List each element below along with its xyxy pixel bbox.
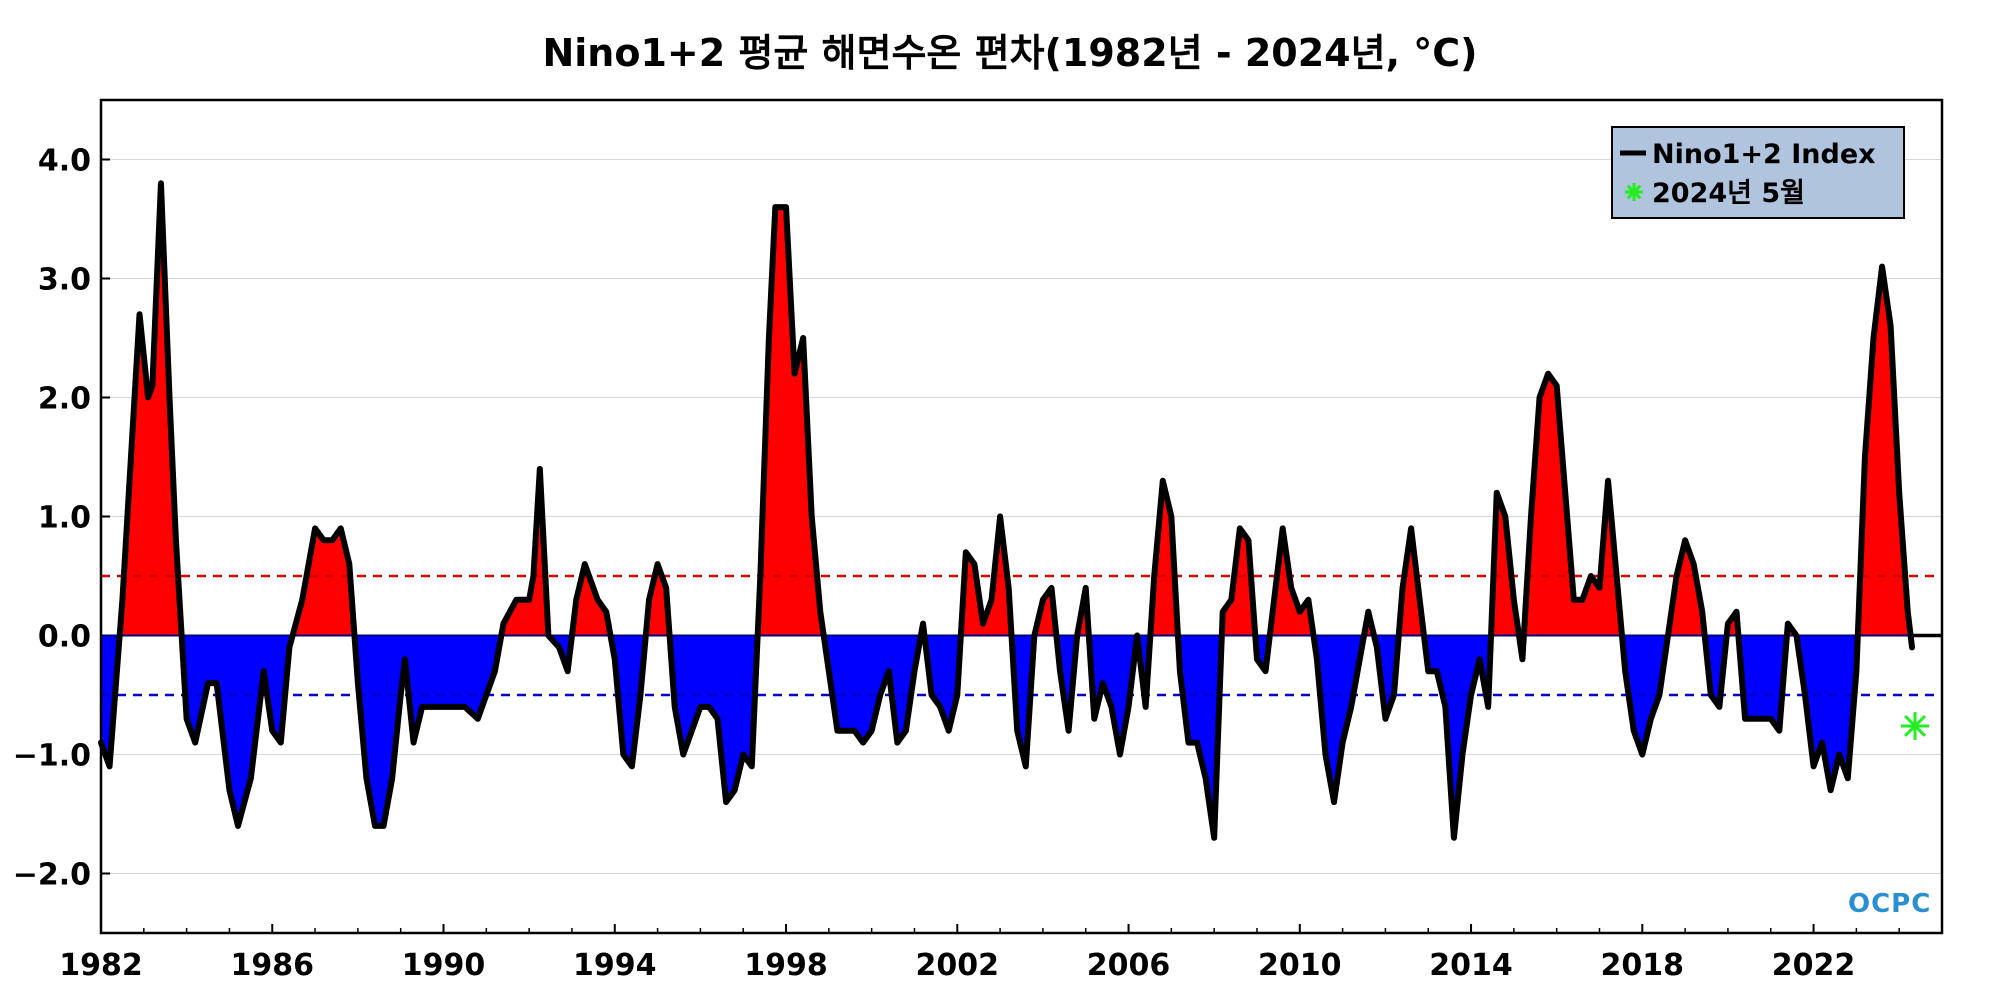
x-tick-label-3: 1994	[573, 948, 657, 983]
y-tick-label-6: −2.0	[13, 858, 91, 893]
ocpc-logo: OCPC	[1848, 889, 1931, 919]
legend-entry-index: Nino1+2 Index	[1652, 139, 1876, 170]
x-tick-label-6: 2006	[1087, 948, 1171, 983]
highlight-star-icon	[1901, 711, 1930, 740]
y-tick-label-1: 3.0	[38, 263, 91, 298]
legend-star-glyph-stroke	[1626, 184, 1642, 200]
plot-area: 4.0 3.0 2.0 1.0 0.0 −1.0 −2.0 1982 1986 1990 1994 1…	[13, 98, 1944, 983]
highlight-star-icon-stroke	[1904, 714, 1926, 737]
legend-star-icon	[1625, 183, 1643, 201]
legend: Nino1+2 Index 2024년 5월	[1611, 126, 1905, 219]
x-tick-label-10: 2022	[1772, 948, 1856, 983]
chart-title: Nino1+2 평균 해면수온 편차(1982년 - 2024년, °C)	[542, 31, 1477, 75]
x-tick-label-5: 2002	[916, 948, 1000, 983]
y-tick-label-3: 1.0	[38, 501, 91, 536]
x-tick-label-4: 1998	[744, 948, 828, 983]
x-tick-label-8: 2014	[1429, 948, 1513, 983]
x-tick-label-2: 1990	[402, 948, 486, 983]
y-tick-label-0: 4.0	[38, 144, 91, 179]
nino-index-line	[98, 180, 1916, 841]
plot-frame	[99, 98, 1944, 935]
legend-entry-2024-may: 2024년 5월	[1652, 178, 1805, 209]
legend-star-glyph	[1625, 183, 1643, 201]
x-tick-label-0: 1982	[59, 948, 143, 983]
y-tick-label-4: 0.0	[38, 620, 91, 655]
positive-anomaly-area	[101, 183, 1913, 636]
y-tick-label-2: 2.0	[38, 382, 91, 417]
negative-anomaly-area	[101, 635, 1913, 838]
y-tick-label-5: −1.0	[13, 739, 91, 774]
x-tick-label-1: 1986	[231, 948, 315, 983]
x-tick-label-7: 2010	[1258, 948, 1342, 983]
x-tick-label-9: 2018	[1601, 948, 1685, 983]
legend-box	[1611, 126, 1905, 219]
